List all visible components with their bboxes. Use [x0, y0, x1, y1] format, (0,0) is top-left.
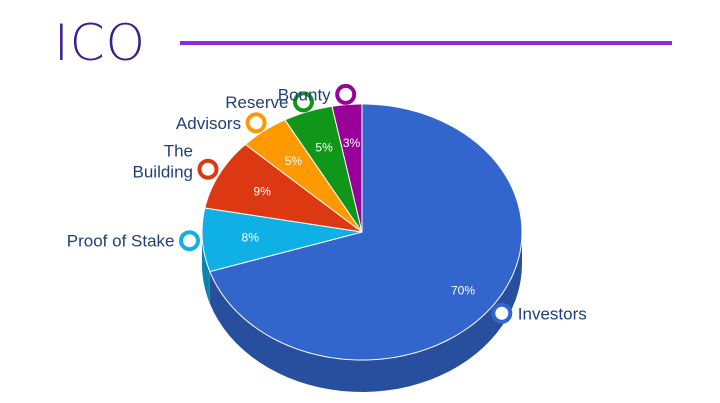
pie-labels: 70% Investors 8% Proof of Stake 9% The Buildin…: [67, 83, 587, 324]
pie-slice-the-building: [204, 143, 363, 233]
pie-side-proof-of-stake: [202, 232, 210, 304]
slice-value-label: 3%: [343, 136, 361, 150]
pie-side-investors: [209, 232, 522, 392]
pie-top-faces: [201, 103, 523, 361]
category-label-advisors: Advisors: [176, 114, 241, 133]
slice-value-label: 5%: [285, 154, 303, 168]
legend-marker-proof-of-stake: [179, 230, 200, 252]
slice-value-label: 8%: [242, 231, 260, 245]
legend-marker-reserve: [293, 91, 314, 113]
slice-value-label: 70%: [451, 284, 475, 298]
title-rule: [180, 41, 672, 45]
pie-slice-proof-of-stake: [201, 207, 363, 273]
slice-value-label: 9%: [254, 184, 272, 198]
legend-marker-the-building: [197, 158, 219, 180]
legend-marker-bounty: [335, 83, 357, 105]
legend-marker-advisors: [245, 112, 267, 134]
legend-marker-investors: [491, 302, 513, 324]
slide-title: ICO: [54, 14, 147, 72]
category-label-reserve: Reserve: [225, 93, 288, 112]
category-label-proof-of-stake: Proof of Stake: [67, 232, 175, 251]
pie-side-walls: [202, 232, 522, 392]
category-label-investors: Investors: [518, 304, 587, 323]
slice-value-label: 5%: [315, 141, 333, 155]
category-label-bounty: Bounty: [278, 85, 331, 104]
pie-slice-investors: [209, 103, 523, 361]
pie-slice-advisors: [244, 119, 363, 233]
category-label-the-building: The Building: [133, 142, 194, 182]
pie-slice-reserve: [284, 105, 363, 233]
